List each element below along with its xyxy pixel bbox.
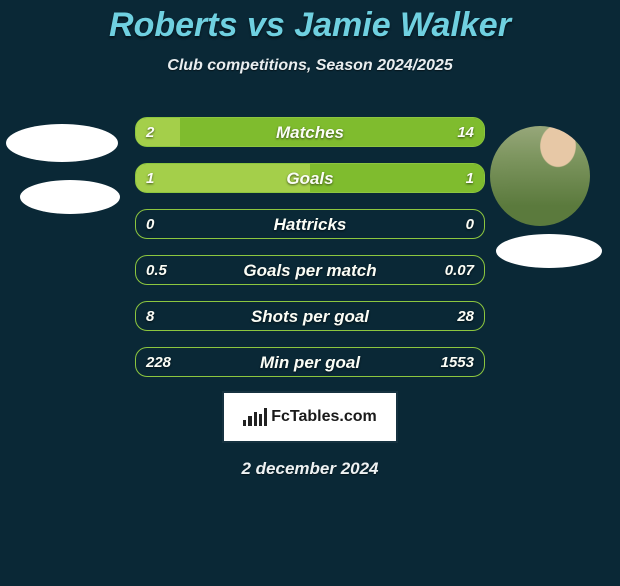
avatar-right <box>490 126 590 226</box>
stat-value-left: 228 <box>146 348 171 378</box>
stat-value-left: 0 <box>146 210 154 240</box>
branding-chart-icon <box>243 408 267 426</box>
left-ellipse-2 <box>20 180 120 214</box>
stat-row: 0.5 0.07Goals per match <box>135 255 485 285</box>
stat-value-left: 8 <box>146 302 154 332</box>
left-ellipse-1 <box>6 124 118 162</box>
stat-row: 8 28Shots per goal <box>135 301 485 331</box>
bar-fill-left <box>136 164 310 192</box>
subtitle: Club competitions, Season 2024/2025 <box>0 57 620 75</box>
stat-label: Min per goal <box>136 348 484 378</box>
bar-fill-right <box>180 118 485 146</box>
stat-label: Goals per match <box>136 256 484 286</box>
stat-value-right: 1553 <box>441 348 474 378</box>
bar-fill-right <box>310 164 484 192</box>
branding-box: FcTables.com <box>224 393 396 441</box>
branding-text: FcTables.com <box>271 408 377 426</box>
stat-row: 11Goals <box>135 163 485 193</box>
bar-fill-left <box>136 118 180 146</box>
stat-row: 214Matches <box>135 117 485 147</box>
page-title: Roberts vs Jamie Walker <box>0 6 620 45</box>
stats-container: 214Matches 11Goals 0 0Hattricks 0.5 0.07Goals… <box>135 117 485 377</box>
stat-value-left: 0.5 <box>146 256 167 286</box>
stat-value-right: 28 <box>457 302 474 332</box>
date-text: 2 december 2024 <box>0 459 620 479</box>
stat-label: Hattricks <box>136 210 484 240</box>
stat-row: 0 0Hattricks <box>135 209 485 239</box>
right-ellipse <box>496 234 602 268</box>
stat-value-right: 0.07 <box>445 256 474 286</box>
stat-value-right: 0 <box>466 210 474 240</box>
stat-row: 228 1553Min per goal <box>135 347 485 377</box>
stat-label: Shots per goal <box>136 302 484 332</box>
